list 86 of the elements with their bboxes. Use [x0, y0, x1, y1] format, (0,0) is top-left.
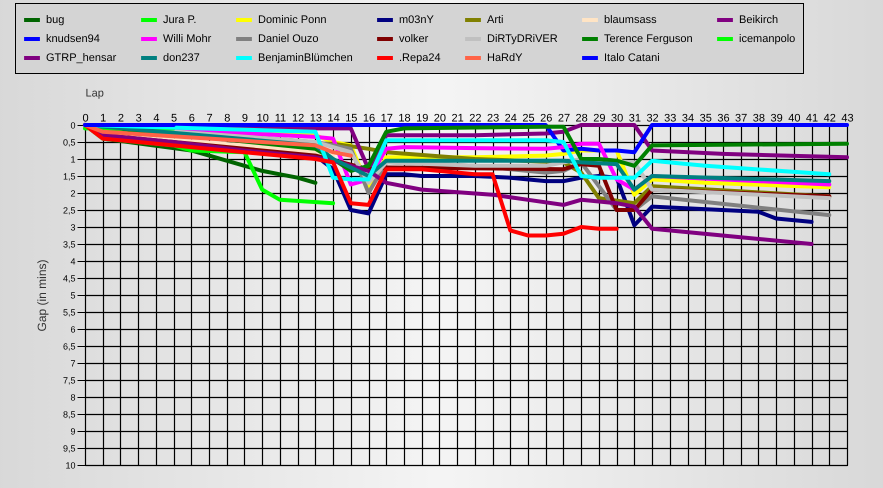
- legend-label: Italo Catani: [604, 52, 660, 64]
- x-tick-label: 31: [628, 112, 641, 124]
- y-tick-label: 1,5: [62, 172, 76, 182]
- legend-label: DiRTyDRiVER: [487, 33, 558, 45]
- y-tick-label: 4,5: [62, 274, 76, 284]
- x-tick-label: 9: [242, 112, 248, 124]
- x-tick-label: 19: [416, 112, 428, 124]
- y-tick-label: 10: [65, 460, 76, 470]
- y-tick-label: 8,5: [62, 410, 76, 420]
- legend-label: Arti: [487, 14, 504, 26]
- y-tick-label: 6,5: [62, 342, 76, 352]
- legend-label: Dominic Ponn: [258, 14, 326, 26]
- legend-label: .Repa24: [399, 52, 441, 64]
- x-tick-label: 38: [752, 112, 766, 124]
- x-tick-label: 36: [717, 112, 730, 124]
- x-tick-label: 26: [540, 112, 552, 124]
- y-tick-label: 9,5: [62, 444, 76, 454]
- x-tick-label: 29: [593, 112, 606, 124]
- x-tick-label: 39: [770, 112, 783, 124]
- x-tick-label: 24: [504, 112, 517, 124]
- legend-label: volker: [399, 33, 429, 45]
- y-tick-label: 5: [70, 290, 76, 300]
- y-tick-label: 5,5: [62, 308, 76, 318]
- x-tick-label: 1: [100, 112, 106, 124]
- x-tick-label: 14: [327, 112, 340, 124]
- y-tick-label: 2,5: [62, 206, 76, 216]
- x-tick-label: 7: [206, 112, 213, 124]
- x-tick-label: 0: [82, 112, 89, 124]
- x-tick-label: 12: [292, 112, 304, 124]
- legend-label: bug: [46, 14, 64, 26]
- legend-label: don237: [163, 52, 200, 64]
- y-axis-title: Gap (in mins): [34, 259, 49, 332]
- y-tick-label: 9: [70, 426, 76, 436]
- x-tick-label: 16: [362, 112, 376, 124]
- x-tick-label: 25: [522, 112, 535, 124]
- x-tick-label: 2: [118, 112, 124, 124]
- legend-label: Terence Ferguson: [604, 33, 693, 45]
- legend-label: blaumsass: [604, 14, 658, 26]
- x-tick-label: 28: [576, 112, 588, 124]
- x-tick-label: 32: [646, 112, 659, 124]
- x-tick-label: 30: [611, 112, 624, 124]
- x-tick-label: 22: [469, 112, 482, 124]
- x-tick-label: 18: [398, 112, 411, 124]
- legend-label: Willi Mohr: [163, 33, 212, 45]
- legend-label: HaRdY: [487, 52, 524, 64]
- x-tick-label: 20: [434, 112, 446, 124]
- x-tick-label: 33: [664, 112, 676, 124]
- legend-label: icemanpolo: [739, 33, 796, 45]
- x-tick-label: 11: [274, 112, 286, 124]
- x-tick-label: 43: [841, 112, 854, 124]
- x-tick-label: 27: [558, 112, 570, 124]
- legend-label: knudsen94: [46, 33, 100, 45]
- x-tick-label: 8: [224, 112, 230, 124]
- legend-label: GTRP_hensar: [46, 52, 117, 64]
- y-tick-label: 3: [70, 222, 76, 232]
- x-tick-label: 17: [380, 112, 393, 124]
- x-tick-label: 42: [824, 112, 836, 124]
- legend-label: Beikirch: [739, 14, 778, 26]
- y-tick-label: 7,5: [62, 376, 76, 386]
- y-tick-label: 7: [70, 358, 76, 368]
- x-tick-label: 41: [806, 112, 818, 124]
- y-tick-label: 4: [70, 256, 76, 266]
- x-axis-title: Lap: [86, 88, 104, 100]
- x-tick-label: 13: [310, 112, 322, 124]
- y-tick-label: 6: [70, 324, 76, 334]
- legend-label: Daniel Ouzo: [258, 33, 319, 45]
- legend-label: m03nY: [399, 14, 435, 26]
- x-tick-label: 15: [345, 112, 358, 124]
- x-tick-label: 23: [486, 112, 500, 124]
- x-tick-label: 4: [153, 112, 160, 124]
- y-tick-label: 0,5: [62, 138, 76, 148]
- x-tick-label: 34: [682, 112, 694, 124]
- y-tick-label: 3,5: [62, 240, 76, 250]
- y-tick-label: 8: [70, 392, 76, 402]
- x-tick-label: 35: [700, 112, 712, 124]
- x-tick-label: 21: [452, 112, 464, 124]
- x-tick-label: 3: [136, 112, 142, 124]
- x-tick-label: 40: [788, 112, 800, 124]
- x-tick-label: 37: [735, 112, 748, 124]
- x-tick-label: 6: [188, 112, 195, 124]
- legend-label: BenjaminBlümchen: [258, 52, 353, 64]
- y-tick-label: 2: [70, 188, 76, 198]
- y-tick-label: 1: [70, 154, 76, 164]
- x-tick-label: 10: [256, 112, 269, 124]
- legend-label: Jura P.: [163, 14, 196, 26]
- x-tick-label: 5: [171, 112, 178, 124]
